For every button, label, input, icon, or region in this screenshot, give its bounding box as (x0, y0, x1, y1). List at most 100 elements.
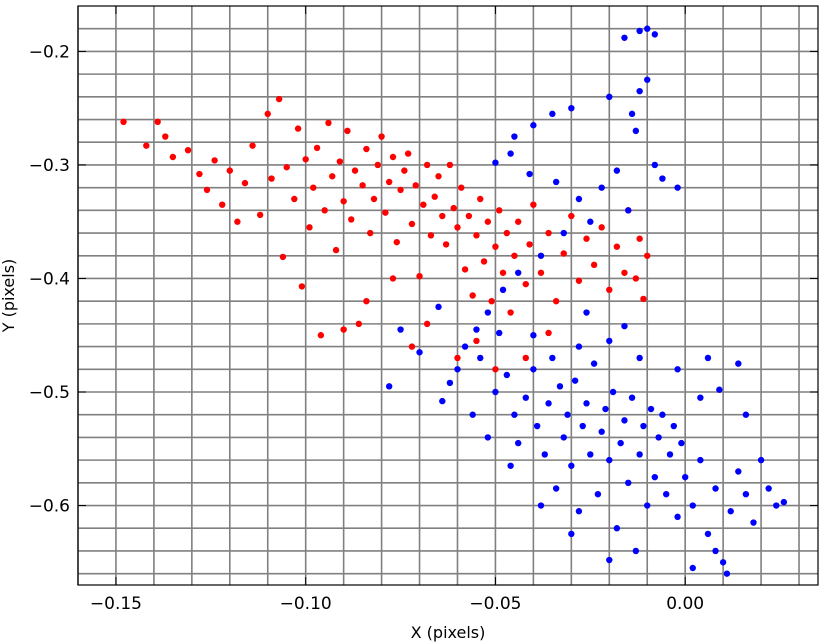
data-point (397, 326, 404, 333)
data-point (507, 462, 514, 469)
data-point (704, 530, 712, 538)
data-point (367, 229, 374, 237)
data-point (606, 337, 613, 345)
data-point (602, 405, 609, 413)
data-point (461, 266, 469, 273)
data-point (552, 297, 560, 305)
data-point (712, 547, 719, 555)
data-point (560, 229, 567, 237)
data-point (473, 326, 480, 333)
data-point (382, 209, 389, 216)
data-point (689, 502, 696, 509)
data-point (594, 490, 602, 498)
data-point (552, 178, 560, 186)
data-point (723, 570, 731, 577)
data-point (492, 388, 499, 396)
data-point (583, 309, 590, 316)
data-point (420, 201, 427, 208)
data-point (298, 283, 306, 290)
data-point (587, 451, 594, 458)
data-point (416, 273, 423, 280)
data-point (435, 303, 442, 311)
data-point (681, 473, 689, 481)
data-point (275, 95, 283, 103)
data-point (613, 167, 621, 174)
y-tick-label: −0.4 (29, 269, 70, 289)
data-point (325, 119, 332, 127)
data-point (742, 411, 750, 418)
data-point (446, 161, 454, 169)
data-point (469, 411, 476, 418)
data-point (674, 513, 681, 521)
data-point (302, 156, 309, 163)
data-point (196, 170, 203, 178)
data-point (697, 456, 704, 464)
data-point (442, 241, 450, 248)
data-point (427, 232, 435, 239)
data-point (632, 547, 640, 555)
data-point (545, 329, 552, 337)
data-point (389, 275, 397, 282)
data-point (530, 366, 537, 373)
data-point (344, 127, 351, 135)
data-point (560, 434, 567, 441)
data-point (587, 218, 594, 225)
data-point (423, 161, 431, 169)
data-point (268, 175, 275, 182)
data-point (666, 451, 674, 458)
data-point (644, 76, 651, 83)
data-point (355, 320, 363, 328)
data-point (632, 275, 640, 282)
data-point (530, 201, 537, 208)
data-point (283, 164, 290, 171)
data-point (480, 258, 488, 265)
series-0 (120, 95, 651, 373)
data-point (628, 110, 636, 118)
data-point (644, 25, 651, 32)
data-point (621, 417, 628, 424)
data-point (496, 329, 503, 337)
y-tick-label: −0.6 (29, 497, 70, 517)
data-point (678, 439, 685, 447)
data-point (549, 354, 556, 362)
data-point (256, 211, 264, 219)
data-point (689, 564, 696, 572)
data-point (674, 184, 681, 191)
data-point (598, 224, 605, 231)
data-point (613, 243, 621, 250)
data-point (412, 182, 419, 189)
data-point (439, 212, 446, 220)
data-point (541, 451, 548, 458)
data-point (461, 343, 469, 350)
data-point (552, 485, 560, 492)
data-point (389, 153, 397, 161)
data-point (564, 411, 571, 418)
x-tick-label: −0.05 (469, 594, 521, 614)
data-point (617, 439, 624, 447)
data-point (291, 195, 298, 203)
data-point (511, 252, 518, 259)
data-point (697, 394, 704, 401)
data-point (598, 428, 605, 435)
data-point (590, 360, 598, 367)
data-point (446, 379, 454, 387)
data-point (279, 253, 287, 261)
data-point (670, 422, 677, 430)
data-point (704, 354, 712, 362)
data-point (644, 252, 651, 259)
y-tick-label: −0.3 (29, 156, 70, 176)
data-point (526, 241, 533, 248)
data-point (431, 193, 438, 200)
data-point (439, 397, 446, 405)
data-point (530, 122, 537, 129)
data-point (636, 87, 643, 95)
data-point (241, 179, 249, 187)
data-point (450, 204, 457, 212)
data-point (621, 322, 628, 330)
data-point (636, 27, 643, 35)
data-point (378, 133, 385, 140)
data-point (374, 161, 381, 169)
data-point (515, 439, 522, 447)
